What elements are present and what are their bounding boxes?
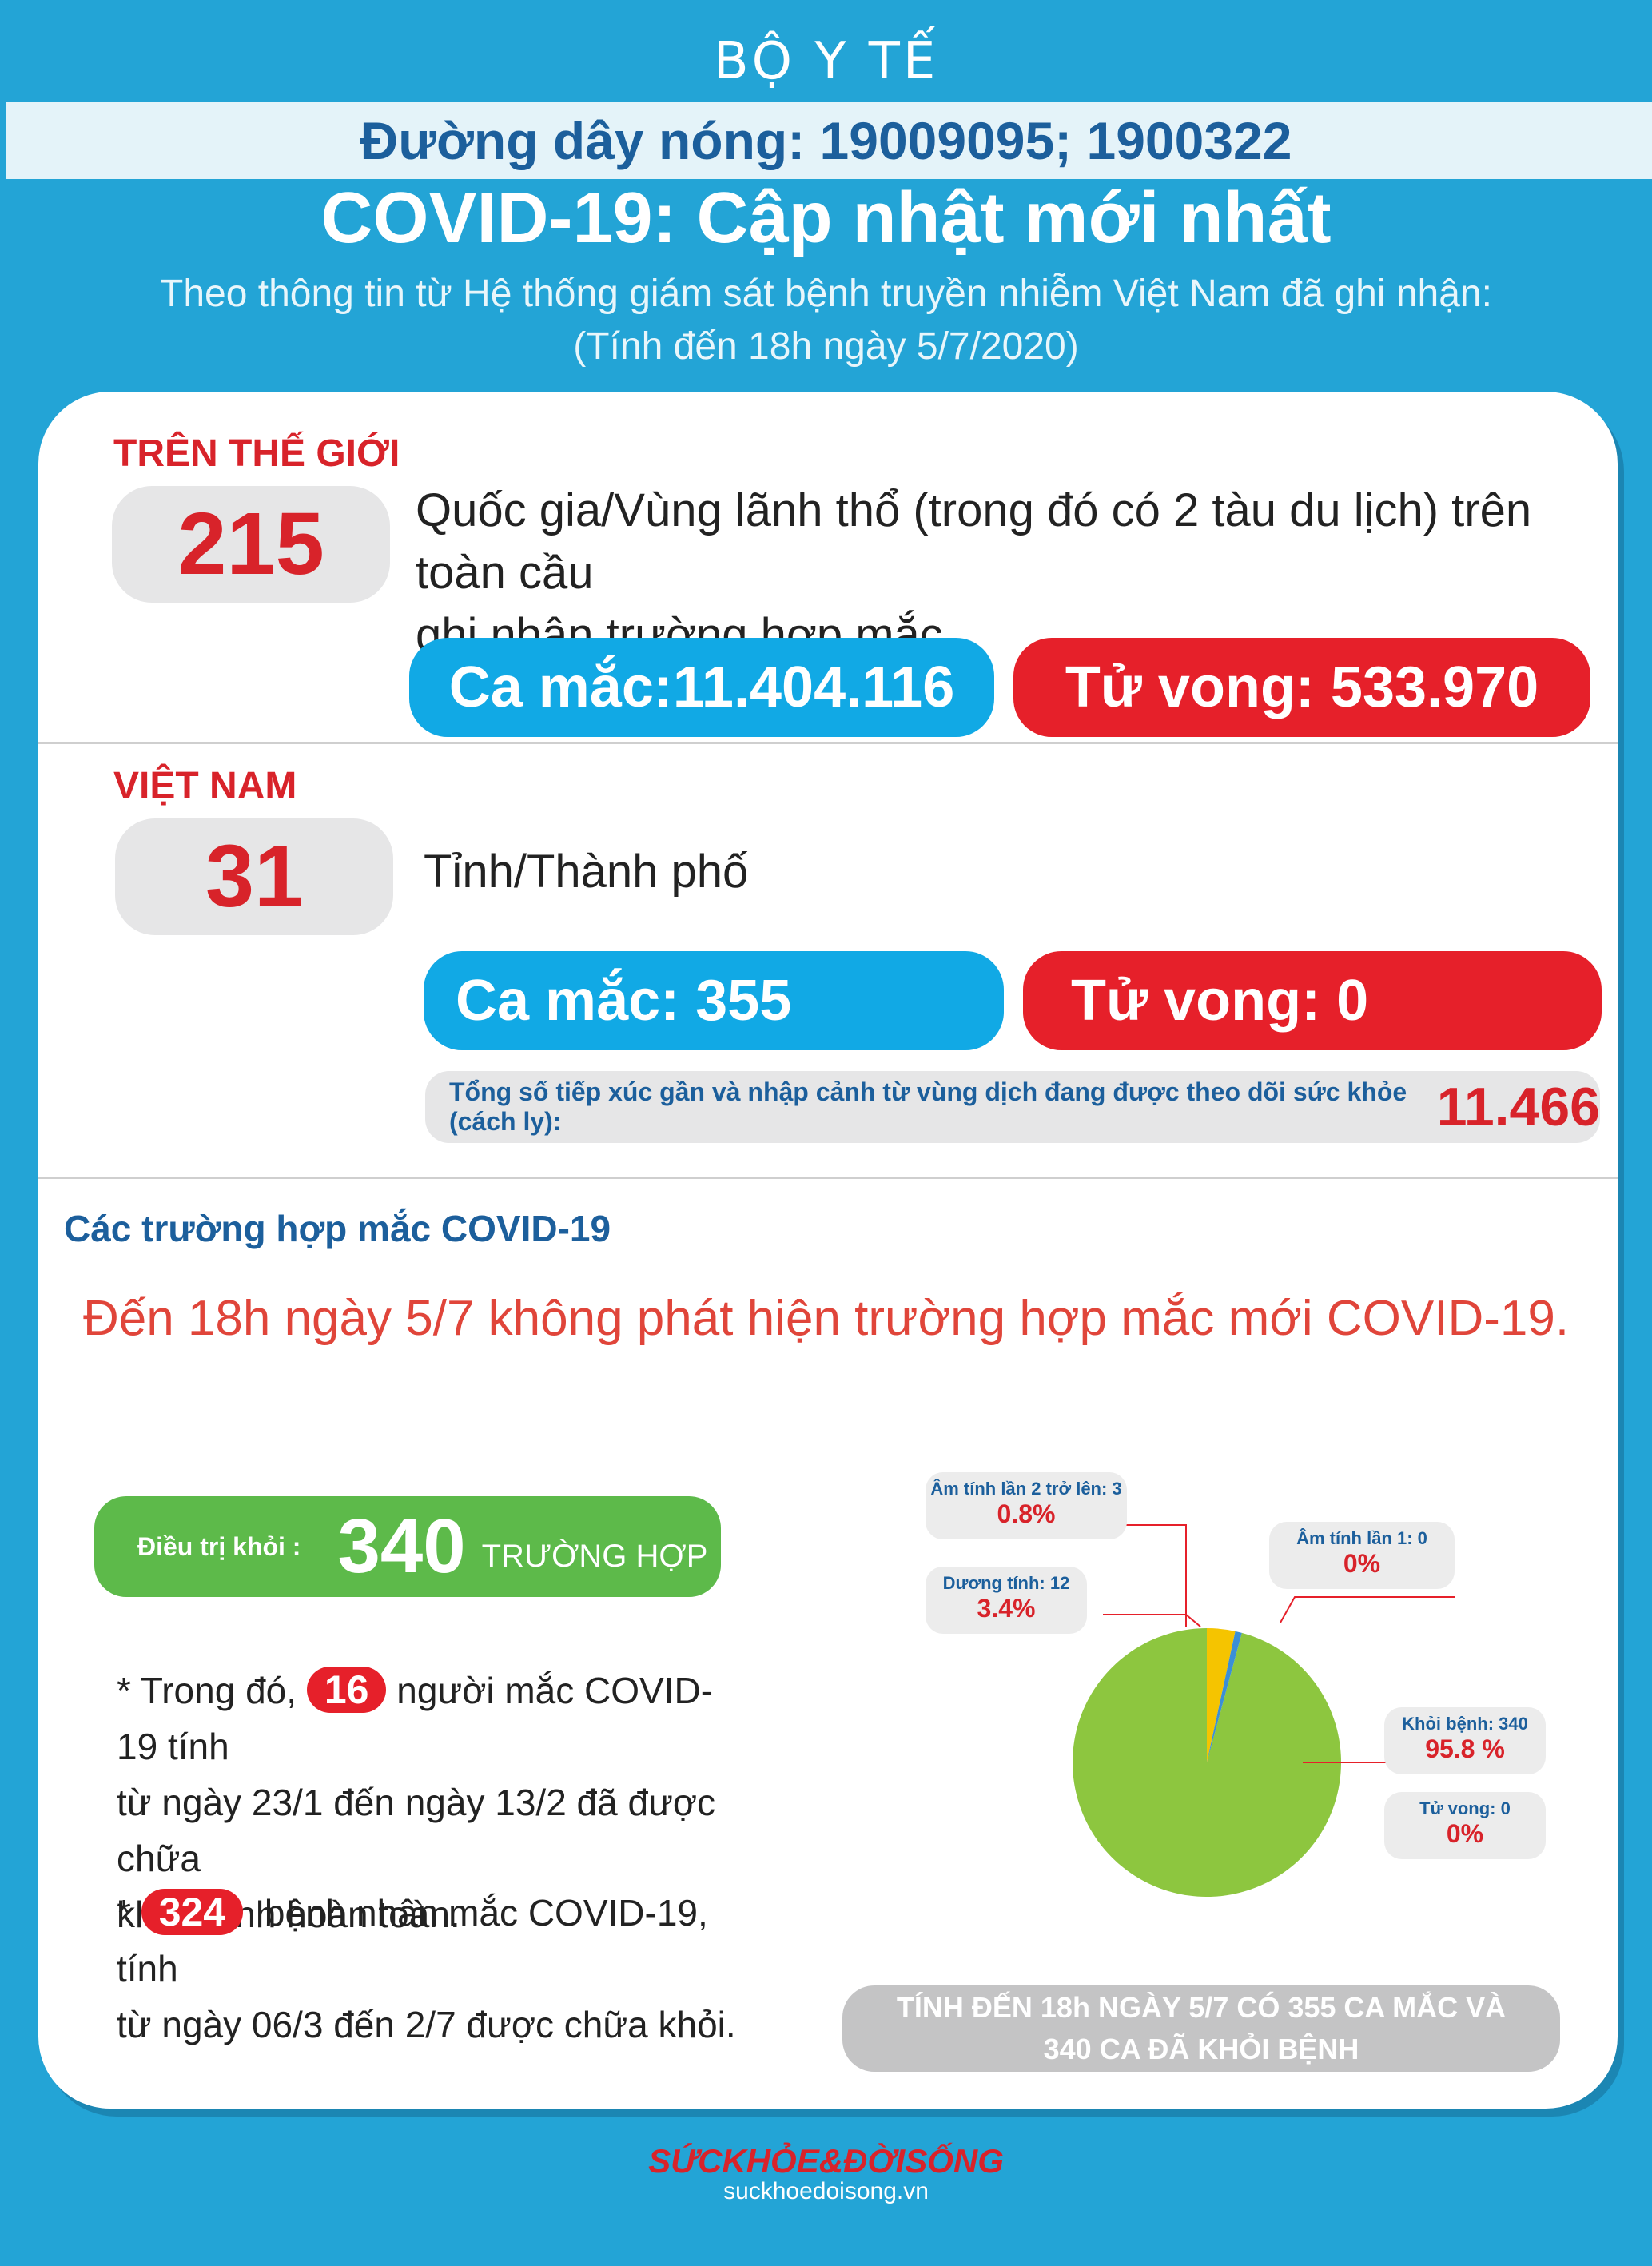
summary-line1: TÍNH ĐẾN 18h NGÀY 5/7 CÓ 355 CA MẮC VÀ <box>896 1991 1507 2024</box>
world-deaths-pill: Tử vong: 533.970 <box>1013 638 1590 737</box>
cases-heading: Các trường hợp mắc COVID-19 <box>64 1208 611 1249</box>
world-label: TRÊN THẾ GIỚI <box>113 432 400 475</box>
vietnam-cases-pill: Ca mắc: 355 <box>424 951 1004 1050</box>
vietnam-deaths-text: Tử vong: 0 <box>1071 969 1369 1033</box>
world-cases-text: Ca mắc:11.404.116 <box>448 655 955 719</box>
contacts-bar: Tổng số tiếp xúc gần và nhập cảnh từ vùn… <box>425 1071 1600 1143</box>
callout-label: Âm tính lần 2 trở lên: 3 <box>930 1479 1122 1499</box>
callout-label: Khỏi bệnh: 340 <box>1402 1714 1528 1734</box>
section-divider <box>38 1177 1618 1179</box>
pie-slice-2 <box>1207 1631 1242 1762</box>
note1-badge: 16 <box>306 1667 387 1713</box>
note2-text: bệnh nhân mắc COVID-19, tính <box>117 1892 708 1989</box>
world-cases-pill: Ca mắc:11.404.116 <box>409 638 994 737</box>
callout-value: 0% <box>1446 1819 1484 1848</box>
subtitle: Theo thông tin từ Hệ thống giám sát bệnh… <box>160 273 1492 315</box>
brand-logo: SỨCKHỎE&ĐỜISỐNG <box>648 2142 1004 2180</box>
callout-value: 95.8 % <box>1425 1734 1505 1763</box>
ministry-name: BỘ Y TẾ <box>713 32 939 91</box>
contacts-value: 11.466 <box>1436 1077 1600 1137</box>
as-of-date: (Tính đến 18h ngày 5/7/2020) <box>573 325 1079 368</box>
note-1: * Trong đó, 16 người mắc COVID-19 tính t… <box>117 1663 740 1942</box>
announcement: Đến 18h ngày 5/7 không phát hiện trường … <box>82 1291 1570 1346</box>
vietnam-province-count: 31 <box>115 818 393 935</box>
recovered-value: 340 <box>337 1503 466 1589</box>
vietnam-cases-text: Ca mắc: 355 <box>456 969 792 1033</box>
vietnam-description: Tỉnh/Thành phố <box>424 846 749 898</box>
callout-deaths: Tử vong: 0 0% <box>1384 1792 1546 1859</box>
vietnam-label: VIỆT NAM <box>113 765 297 807</box>
hotline: Đường dây nóng: 19009095; 1900322 <box>360 111 1292 170</box>
recovered-label: Điều trị khỏi : <box>137 1531 301 1561</box>
recovery-pie-chart <box>1007 1524 1455 1897</box>
callout-value: 3.4% <box>977 1594 1036 1623</box>
callout-label: Tử vong: 0 <box>1419 1798 1511 1818</box>
note2-prefix: * <box>117 1892 131 1933</box>
callout-label: Âm tính lần 1: 0 <box>1296 1528 1427 1548</box>
callout-label: Dương tính: 12 <box>942 1573 1070 1593</box>
contacts-label: Tổng số tiếp xúc gần và nhập cảnh từ vùn… <box>449 1077 1407 1136</box>
note2-badge: 324 <box>141 1889 244 1935</box>
callout-negative-1: Âm tính lần 1: 0 0% <box>1269 1522 1455 1589</box>
note1-text: người mắc COVID-19 tính <box>117 1670 714 1767</box>
hotline-band <box>6 102 1652 179</box>
world-country-count: 215 <box>112 486 390 603</box>
callout-value: 0% <box>1343 1549 1381 1578</box>
note1-prefix: * Trong đó, <box>117 1670 297 1711</box>
pie-slice-1 <box>1207 1628 1236 1762</box>
callout-recovered: Khỏi bệnh: 340 95.8 % <box>1384 1707 1546 1774</box>
section-divider <box>38 742 1618 744</box>
leader-line-1 <box>1103 1614 1201 1627</box>
note2-line2: từ ngày 06/3 đến 2/7 được chữa khỏi. <box>117 2004 736 2045</box>
note-2: * 324 bệnh nhân mắc COVID-19, tính từ ng… <box>117 1885 740 2053</box>
site-url: suckhoedoisong.vn <box>723 2178 929 2204</box>
recovered-unit: TRƯỜNG HỢP <box>481 1538 708 1574</box>
leader-line-2 <box>1280 1596 1455 1623</box>
recovered-pill: Điều trị khỏi : 340 TRƯỜNG HỢP <box>94 1496 721 1597</box>
callout-negative-2plus: Âm tính lần 2 trở lên: 3 0.8% <box>926 1472 1127 1539</box>
summary-box: TÍNH ĐẾN 18h NGÀY 5/7 CÓ 355 CA MẮC VÀ 3… <box>842 1985 1560 2072</box>
note1-line2: từ ngày 23/1 đến ngày 13/2 đã được chữa <box>117 1782 716 1879</box>
world-desc-line1: Quốc gia/Vùng lãnh thổ (trong đó có 2 tà… <box>416 484 1532 599</box>
summary-line2: 340 CA ĐÃ KHỎI BỆNH <box>1043 2033 1359 2065</box>
world-deaths-text: Tử vong: 533.970 <box>1065 655 1539 719</box>
callout-positive: Dương tính: 12 3.4% <box>926 1567 1087 1634</box>
callout-value: 0.8% <box>997 1499 1056 1528</box>
page-title: COVID-19: Cập nhật mới nhất <box>320 178 1332 258</box>
vietnam-deaths-pill: Tử vong: 0 <box>1023 951 1602 1050</box>
